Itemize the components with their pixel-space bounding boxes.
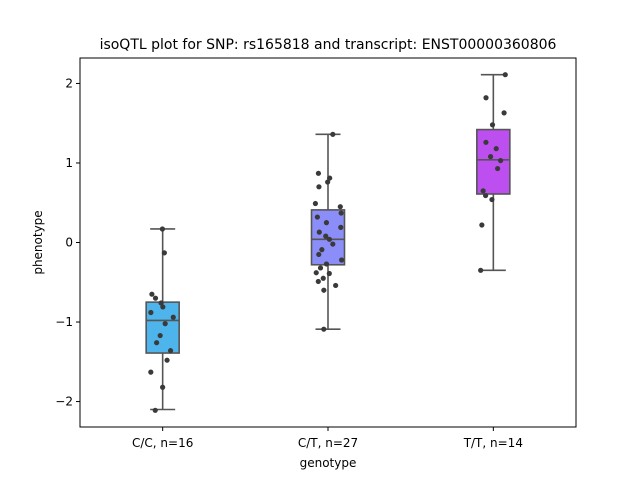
data-point	[167, 348, 174, 354]
data-point	[478, 267, 484, 273]
data-point	[483, 192, 489, 199]
data-point	[323, 261, 330, 267]
data-point	[316, 184, 322, 190]
data-point	[330, 131, 336, 137]
data-point	[313, 270, 319, 276]
data-point	[333, 282, 339, 289]
data-point	[479, 222, 485, 228]
data-point	[323, 220, 330, 226]
y-tick-label: −2	[55, 395, 73, 409]
data-point	[316, 251, 322, 258]
data-point	[160, 304, 166, 310]
data-point	[314, 214, 320, 220]
data-point	[162, 321, 168, 327]
data-point	[154, 340, 160, 346]
x-tick-label: C/T, n=27	[298, 436, 358, 450]
data-point	[502, 72, 508, 78]
x-tick-label: C/C, n=16	[132, 436, 193, 450]
data-point	[489, 196, 495, 203]
data-point	[170, 314, 176, 320]
x-tick-label: T/T, n=14	[463, 436, 523, 450]
data-point	[326, 236, 333, 242]
data-point	[149, 291, 155, 297]
data-point	[148, 369, 154, 375]
data-point	[316, 229, 322, 235]
data-point	[317, 265, 324, 271]
data-point	[323, 233, 329, 239]
data-point	[320, 275, 326, 281]
y-tick-label: 1	[65, 156, 73, 170]
data-point	[489, 122, 496, 128]
data-point	[338, 224, 344, 230]
data-point	[160, 384, 166, 390]
data-point	[164, 357, 170, 363]
data-point	[319, 247, 325, 253]
data-point	[158, 300, 164, 306]
data-point	[337, 204, 343, 210]
y-axis-label: phenotype	[31, 210, 45, 274]
y-tick-label: −1	[55, 315, 73, 329]
data-point	[321, 326, 327, 332]
data-point	[483, 139, 489, 145]
data-point	[161, 250, 167, 256]
data-point	[501, 110, 507, 116]
chart-title: isoQTL plot for SNP: rs165818 and transc…	[100, 37, 557, 53]
data-point	[327, 175, 333, 181]
data-point	[312, 200, 319, 207]
data-point	[338, 257, 345, 263]
box	[145, 301, 180, 354]
data-point	[330, 241, 336, 247]
data-point	[159, 226, 165, 232]
data-point	[152, 295, 159, 301]
data-point	[157, 332, 163, 339]
data-point	[315, 278, 321, 285]
data-point	[495, 165, 501, 172]
data-point	[483, 95, 489, 101]
data-point	[497, 157, 504, 164]
box	[476, 128, 511, 195]
y-tick-label: 2	[65, 76, 73, 90]
plot-area	[145, 72, 511, 413]
data-point	[326, 270, 332, 277]
data-point	[152, 407, 158, 413]
x-axis-label: genotype	[300, 456, 357, 470]
data-point	[321, 287, 327, 293]
data-point	[325, 179, 331, 185]
data-point	[480, 188, 486, 194]
y-tick-label: 0	[65, 236, 73, 250]
data-point	[487, 154, 494, 160]
data-point	[148, 309, 154, 316]
data-point	[338, 210, 344, 216]
data-point	[315, 170, 322, 176]
data-point	[493, 146, 499, 152]
